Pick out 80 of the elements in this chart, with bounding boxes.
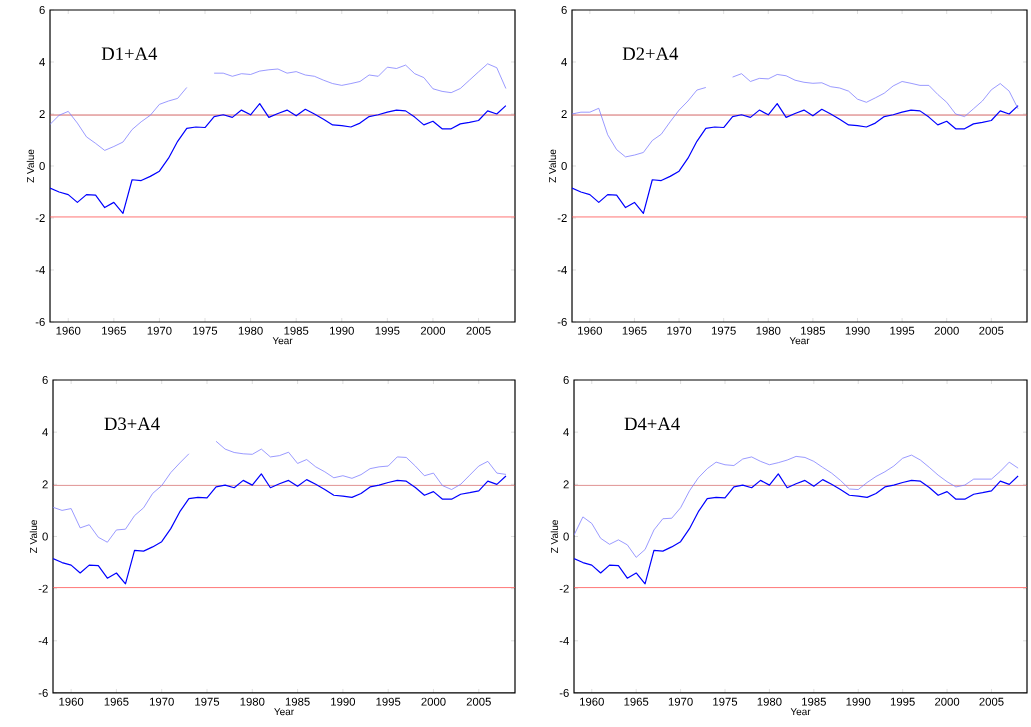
y-tick-label: 0 bbox=[39, 161, 45, 170]
y-axis-title: Z Value bbox=[548, 149, 557, 183]
y-tick-label: 6 bbox=[563, 375, 569, 384]
text: D1+A4 bbox=[101, 47, 158, 60]
text: D4+A4 bbox=[624, 417, 680, 430]
x-tick-label: 1985 bbox=[801, 326, 826, 335]
x-tick-label: 1975 bbox=[193, 326, 218, 335]
y-tick-label: -6 bbox=[559, 688, 569, 697]
y-tick-label: -4 bbox=[38, 636, 48, 645]
y-tick-label: 2 bbox=[561, 110, 567, 118]
x-tick-label: 1985 bbox=[802, 697, 826, 706]
x-tick-label: 1995 bbox=[890, 326, 915, 335]
y-tick-label: -4 bbox=[557, 266, 567, 274]
y-tick-label: -2 bbox=[557, 214, 567, 222]
x-tick-label: 2000 bbox=[935, 697, 960, 706]
x-tick-label: 1965 bbox=[104, 697, 129, 706]
y-axis-title: Z Value bbox=[550, 520, 559, 554]
y-tick-label: 0 bbox=[561, 161, 567, 170]
y-tick-label: 0 bbox=[563, 532, 569, 541]
x-axis-title: Year bbox=[789, 337, 810, 345]
y-tick-label: -6 bbox=[35, 317, 45, 326]
x-tick-label: 1965 bbox=[102, 326, 126, 335]
x-tick-label: 1985 bbox=[285, 697, 310, 706]
x-tick-label: 2005 bbox=[979, 326, 1004, 335]
x-tick-label: 1995 bbox=[375, 326, 400, 335]
x-tick-label: 2000 bbox=[934, 326, 959, 335]
y-tick-label: 4 bbox=[563, 428, 569, 437]
y-tick-label: 6 bbox=[39, 5, 45, 14]
x-tick-label: 1990 bbox=[845, 326, 870, 335]
x-tick-label: 2005 bbox=[466, 697, 491, 706]
x-tick-label: 1960 bbox=[56, 326, 81, 335]
x-axis-title: Year bbox=[272, 337, 293, 345]
x-tick-label: 1980 bbox=[238, 326, 263, 335]
y-tick-label: 4 bbox=[39, 58, 45, 66]
y-tick-label: -4 bbox=[559, 636, 569, 645]
x-tick-label: 1960 bbox=[59, 697, 84, 706]
x-axis-title: Year bbox=[274, 708, 294, 716]
x-axis-title: Year bbox=[790, 708, 811, 716]
y-tick-label: 2 bbox=[39, 110, 45, 118]
y-tick-label: 2 bbox=[42, 480, 48, 489]
y-tick-label: -2 bbox=[35, 214, 45, 222]
x-tick-label: 1965 bbox=[622, 326, 647, 335]
y-tick-label: 6 bbox=[42, 375, 48, 384]
y-tick-label: 4 bbox=[42, 428, 48, 437]
y-tick-label: 4 bbox=[561, 58, 567, 66]
x-tick-label: 1990 bbox=[331, 697, 356, 706]
y-tick-label: 0 bbox=[42, 532, 48, 541]
x-tick-label: 1980 bbox=[756, 326, 781, 335]
x-tick-label: 2000 bbox=[420, 326, 446, 335]
x-tick-label: 1960 bbox=[578, 326, 602, 335]
x-tick-label: 1970 bbox=[668, 697, 693, 706]
y-axis-title: Z Value bbox=[29, 520, 38, 554]
y-axis-title: Z Value bbox=[26, 149, 35, 183]
x-tick-label: 1980 bbox=[240, 697, 265, 706]
y-tick-label: -2 bbox=[38, 584, 48, 593]
y-tick-label: 6 bbox=[561, 5, 567, 14]
y-tick-label: -6 bbox=[557, 317, 567, 326]
y-tick-label: -4 bbox=[35, 266, 45, 274]
x-tick-label: 1980 bbox=[757, 697, 782, 706]
x-tick-label: 1960 bbox=[580, 697, 604, 706]
text: D2+A4 bbox=[622, 47, 679, 60]
x-tick-label: 1975 bbox=[195, 697, 220, 706]
x-tick-label: 1975 bbox=[713, 697, 738, 706]
y-tick-label: -6 bbox=[38, 688, 48, 697]
x-tick-label: 1990 bbox=[846, 697, 871, 706]
x-tick-label: 2000 bbox=[421, 697, 446, 706]
text: D3+A4 bbox=[104, 417, 160, 431]
x-tick-label: 1970 bbox=[147, 326, 172, 335]
x-tick-label: 1970 bbox=[149, 697, 174, 706]
x-tick-label: 1970 bbox=[667, 326, 692, 335]
y-tick-label: -2 bbox=[559, 584, 569, 593]
x-tick-label: 1995 bbox=[376, 697, 401, 706]
x-tick-label: 1975 bbox=[711, 326, 736, 335]
x-tick-label: 1995 bbox=[890, 697, 915, 706]
x-tick-label: 1990 bbox=[330, 326, 354, 335]
x-tick-label: 1985 bbox=[284, 326, 309, 335]
x-tick-label: 2005 bbox=[466, 326, 491, 335]
x-tick-label: 2005 bbox=[979, 697, 1004, 706]
y-tick-label: 2 bbox=[563, 480, 569, 489]
x-tick-label: 1965 bbox=[624, 697, 649, 706]
